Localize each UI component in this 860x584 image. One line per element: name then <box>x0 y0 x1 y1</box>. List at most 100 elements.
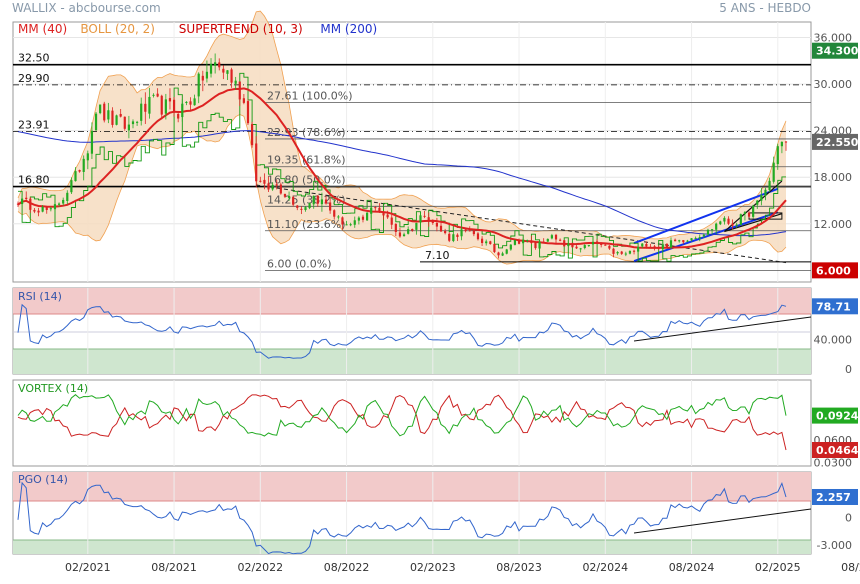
fibonacci-label: 27.61 (100.0%) <box>267 90 353 103</box>
support-value-box-bg <box>812 262 858 279</box>
period-label: 5 ANS - HEBDO <box>719 1 811 15</box>
fibonacci-label: 16.80 (50.0%) <box>267 174 346 187</box>
candle-body <box>308 203 311 209</box>
candle-body <box>78 170 81 172</box>
candle-body <box>94 113 98 131</box>
candle-body <box>448 233 451 241</box>
candle-body <box>665 243 668 248</box>
candle-body <box>657 247 660 249</box>
candle-body <box>205 71 209 79</box>
pgo-title: PGO (14) <box>18 473 68 486</box>
candle-body <box>743 212 747 215</box>
fibonacci-label: 19.35 (61.8%) <box>267 154 346 167</box>
candle-body <box>735 224 738 226</box>
up-channel-upper <box>633 187 779 245</box>
candle-body <box>144 103 147 112</box>
price-y-tick: 18.000 <box>814 171 853 184</box>
candle-body <box>530 240 533 244</box>
candle-body <box>214 62 217 66</box>
candle-body <box>402 234 406 237</box>
candle-body <box>575 246 578 249</box>
legend-entry: SUPERTREND (10, 3) <box>179 22 303 36</box>
candle-body <box>218 62 221 68</box>
rsi-overbought-zone <box>13 288 811 314</box>
candle-body <box>595 241 599 244</box>
candle-body <box>752 205 755 217</box>
fibonacci-label: 22.93 (78.6%) <box>267 126 346 139</box>
candle-body <box>82 158 85 172</box>
candle-body <box>563 240 566 247</box>
candle-body <box>542 241 545 243</box>
candle-body <box>222 68 225 73</box>
candle-body <box>747 212 751 217</box>
candle-body <box>780 141 783 147</box>
x-tick-label: 08/2021 <box>151 561 197 574</box>
candle-body <box>411 228 414 231</box>
rsi-title: RSI (14) <box>18 290 62 303</box>
y-axis-ticks: 36.00030.00024.00018.00012.00040.00000.0… <box>814 32 853 552</box>
candle-body <box>168 98 172 102</box>
candle-body <box>57 203 61 205</box>
candle-body <box>292 197 295 205</box>
candle-body <box>136 121 139 123</box>
site-title: WALLIX - abcbourse.com <box>12 1 161 15</box>
candle-body <box>452 234 455 242</box>
pgo-y-tick: -3.000 <box>817 539 852 552</box>
candle-body <box>554 234 558 240</box>
candle-body <box>345 224 348 226</box>
level-label: 7.10 <box>425 249 450 262</box>
candle-body <box>152 94 155 96</box>
vortex-panel-frame <box>12 379 812 467</box>
level-label: 23.91 <box>18 118 50 131</box>
candle-body <box>710 229 714 231</box>
candle-body <box>739 214 742 225</box>
candle-body <box>263 179 266 184</box>
candle-body <box>250 124 254 146</box>
candle-body <box>300 208 303 210</box>
candle-body <box>583 245 586 249</box>
candle-body <box>70 180 73 193</box>
candle-body <box>16 203 20 205</box>
candle-body <box>296 205 299 208</box>
candle-body <box>41 206 44 212</box>
candle-body <box>357 217 360 221</box>
candle-body <box>698 237 701 239</box>
candle-body <box>127 124 130 131</box>
candle-body <box>559 239 562 241</box>
indicator-series <box>17 303 812 555</box>
candle-body <box>776 146 779 165</box>
candle-body <box>686 240 689 242</box>
candle-body <box>45 207 48 210</box>
x-tick-label: 02/2022 <box>237 561 283 574</box>
candle-body <box>649 246 652 248</box>
candle-body <box>33 209 36 212</box>
candle-body <box>764 189 767 196</box>
candle-body <box>772 162 775 182</box>
candle-body <box>674 239 677 242</box>
vortex-plus-value-box: 0.0924 <box>816 410 859 423</box>
candle-body <box>501 253 504 256</box>
candle-body <box>419 215 422 223</box>
candle-body <box>489 241 492 245</box>
candle-body <box>90 130 94 154</box>
candle-body <box>74 171 77 182</box>
support-value-box: 6.000 <box>816 264 851 277</box>
candle-body <box>435 222 439 227</box>
candle-body <box>316 195 319 204</box>
candle-body <box>513 239 517 245</box>
vortex-plus-line <box>17 394 787 437</box>
candle-body <box>21 198 24 205</box>
legend-entry: MM (40) <box>18 22 67 36</box>
last-price-box: 22.550 <box>816 136 859 149</box>
candle-body <box>505 249 508 254</box>
mm200-line <box>17 130 787 237</box>
candle-body <box>320 199 324 205</box>
fibonacci-label: 6.00 (0.0%) <box>267 257 332 270</box>
candle-body <box>719 221 722 225</box>
candle-body <box>427 217 430 222</box>
candle-body <box>460 229 463 237</box>
candle-body <box>608 245 611 249</box>
candle-body <box>374 207 377 209</box>
candle-body <box>164 99 167 114</box>
candle-body <box>439 225 443 232</box>
